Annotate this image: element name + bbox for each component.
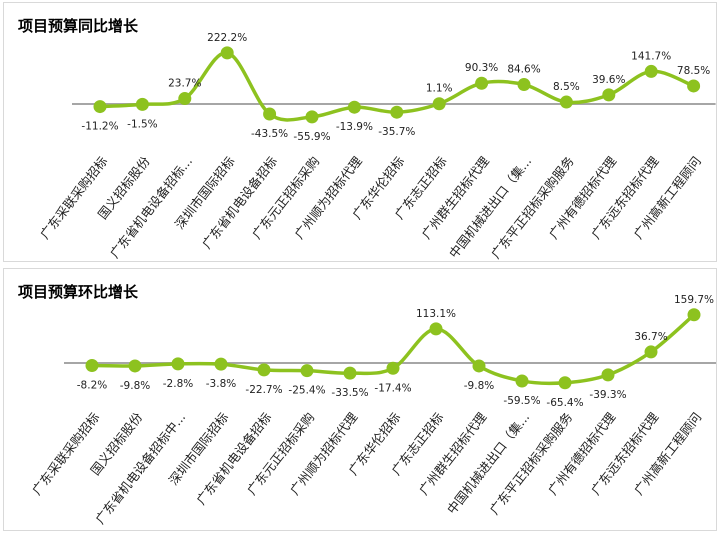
chart-panel-mom: 项目预算环比增长 -8.2% -9.8% -2.8% -3.8% -22.7% -25.4… xyxy=(3,268,717,531)
data-label: -9.8% xyxy=(464,380,494,392)
data-label: -11.2% xyxy=(81,121,118,133)
data-point xyxy=(432,97,446,111)
data-label: 36.7% xyxy=(634,331,667,343)
data-label: 84.6% xyxy=(507,64,540,76)
chart-title: 项目预算同比增长 xyxy=(18,17,139,35)
data-point xyxy=(128,359,142,373)
data-label: -43.5% xyxy=(251,128,288,140)
data-label: 78.5% xyxy=(677,65,710,77)
chart-svg-yoy: -11.2% -1.5% 23.7% 222.2% -43.5% -55.9% -13.9%… xyxy=(37,32,716,261)
chart-svg-mom: -8.2% -9.8% -2.8% -3.8% -22.7% -25.4% -33.5% -1… xyxy=(29,294,716,527)
category-tick-label: 广东省机电设备招标 xyxy=(193,410,274,508)
data-label: 23.7% xyxy=(168,78,201,90)
category-tick-label: 广东采联采购招标 xyxy=(37,154,110,242)
data-point xyxy=(472,359,486,373)
data-label: -1.5% xyxy=(127,118,157,130)
data-label: 90.3% xyxy=(465,62,498,74)
data-point xyxy=(93,100,107,114)
data-point xyxy=(687,308,701,322)
data-label: -55.9% xyxy=(293,131,330,143)
data-point xyxy=(515,374,529,388)
data-point xyxy=(220,46,234,60)
data-label: -33.5% xyxy=(331,387,368,399)
data-point xyxy=(429,322,443,336)
data-point xyxy=(559,95,573,109)
data-label: -13.9% xyxy=(336,121,373,133)
data-label: 141.7% xyxy=(631,50,671,62)
data-point xyxy=(263,107,277,121)
data-label: -59.5% xyxy=(503,395,540,407)
data-label: 1.1% xyxy=(426,83,453,95)
data-label: -35.7% xyxy=(378,126,415,138)
data-label: 8.5% xyxy=(553,81,580,93)
data-point xyxy=(517,78,531,92)
data-point xyxy=(178,92,192,106)
data-label: -65.4% xyxy=(546,397,583,409)
category-tick-label: 广东平正招标采购服务 xyxy=(487,410,576,518)
data-point xyxy=(257,363,271,377)
category-tick-label: 广东平正招标采购服务 xyxy=(488,154,577,261)
data-label: 222.2% xyxy=(207,32,247,44)
data-label: -3.8% xyxy=(206,378,236,390)
category-tick-label: 广东省机电设备招标 xyxy=(199,154,280,252)
data-point xyxy=(644,64,658,78)
data-point xyxy=(390,105,404,119)
data-point xyxy=(601,368,615,382)
data-label: -2.8% xyxy=(163,378,193,390)
data-label: 113.1% xyxy=(416,308,456,320)
data-point xyxy=(305,110,319,124)
data-label: -22.7% xyxy=(245,384,282,396)
data-label: -8.2% xyxy=(77,379,107,391)
data-point xyxy=(558,376,572,390)
data-label: 39.6% xyxy=(592,74,625,86)
data-point xyxy=(386,361,400,375)
data-point xyxy=(135,97,149,111)
data-point xyxy=(644,345,658,359)
data-point xyxy=(347,100,361,114)
data-point xyxy=(602,88,616,102)
data-label: -17.4% xyxy=(374,382,411,394)
data-point xyxy=(85,358,99,372)
data-label: -39.3% xyxy=(589,389,626,401)
data-label: -9.8% xyxy=(120,380,150,392)
data-point xyxy=(687,79,701,93)
chart-panel-yoy: 项目预算同比增长 -11.2% -1.5% 23.7% 222.2% -43.5% -55… xyxy=(3,2,717,262)
category-tick-label: 广东采联采购招标 xyxy=(29,410,102,498)
category-tick-label: 中国机械进出口（集... xyxy=(444,410,532,517)
data-point xyxy=(214,357,228,371)
category-tick-label: 广东省机电设备招标... xyxy=(107,154,195,261)
data-point xyxy=(171,357,185,371)
chart-title: 项目预算环比增长 xyxy=(18,283,139,301)
data-label: -25.4% xyxy=(288,385,325,397)
data-point xyxy=(343,366,357,380)
category-tick-label: 中国机械进出口（集... xyxy=(446,154,534,261)
data-label: 159.7% xyxy=(674,294,714,306)
data-point xyxy=(300,364,314,378)
data-point xyxy=(475,76,489,90)
